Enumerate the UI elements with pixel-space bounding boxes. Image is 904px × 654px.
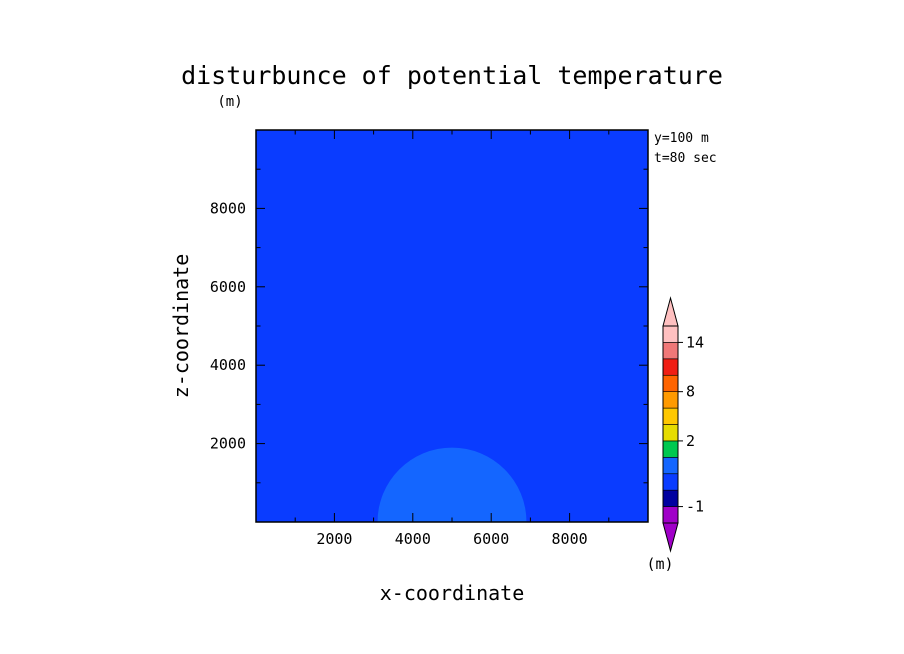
colorbar-segment xyxy=(662,440,679,458)
colorbar-segment xyxy=(662,358,679,376)
y-tick-label: 2000 xyxy=(210,435,246,453)
axis-ticks: 2000 4000 6000 8000 2000 4000 6000 8000 xyxy=(210,130,648,548)
colorbar-segment xyxy=(662,325,679,343)
plot-area xyxy=(255,129,649,523)
colorbar-unit-label: (m) xyxy=(646,555,673,573)
colorbar-frame xyxy=(662,325,679,524)
colorbar-segment xyxy=(662,489,679,507)
colorbar-over-triangle xyxy=(662,296,679,327)
colorbar-segment xyxy=(662,342,679,360)
y-tick-label: 6000 xyxy=(210,278,246,296)
colorbar-segment xyxy=(662,506,679,524)
colorbar: -1 2 8 14 xyxy=(662,296,704,553)
chart-title: disturbunce of potential temperature xyxy=(181,61,723,90)
info-time: t=80 sec xyxy=(654,151,717,166)
y-unit-label: (m) xyxy=(217,94,242,110)
colorbar-segment xyxy=(662,424,679,442)
colorbar-segment xyxy=(662,391,679,409)
y-tick-label: 8000 xyxy=(210,199,246,217)
colorbar-segment xyxy=(662,407,679,425)
colorbar-under-triangle xyxy=(662,522,679,553)
info-y-position: y=100 m xyxy=(654,131,709,146)
y-axis-label: z-coordinate xyxy=(169,254,193,399)
x-tick-label: 4000 xyxy=(395,530,431,548)
colorbar-tick-label: -1 xyxy=(686,498,704,516)
x-tick-label: 6000 xyxy=(473,530,509,548)
x-tick-label: 8000 xyxy=(552,530,588,548)
colorbar-tick-label: 2 xyxy=(686,432,695,450)
colorbar-segment xyxy=(662,374,679,392)
y-tick-label: 4000 xyxy=(210,356,246,374)
x-tick-label: 2000 xyxy=(316,530,352,548)
warm-bubble xyxy=(377,447,527,522)
colorbar-tick-label: 14 xyxy=(686,333,704,351)
colorbar-segment xyxy=(662,473,679,491)
colorbar-segment xyxy=(662,457,679,475)
x-axis-label: x-coordinate xyxy=(380,581,525,605)
colorbar-tick-label: 8 xyxy=(686,383,695,401)
